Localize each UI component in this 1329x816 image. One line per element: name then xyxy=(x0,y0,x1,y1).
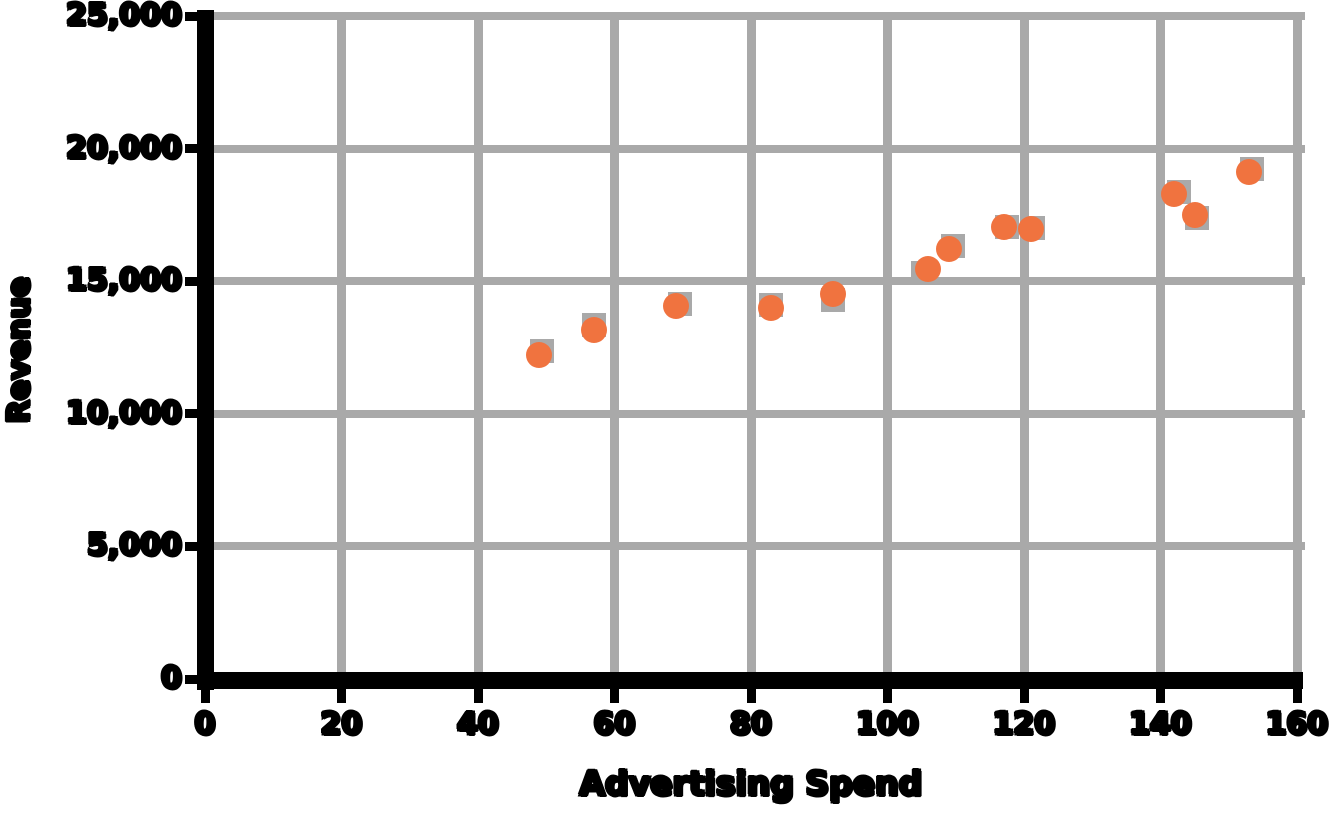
x-tickmark xyxy=(1019,672,1029,703)
y-tickmark xyxy=(185,409,207,419)
y-axis-line xyxy=(197,10,214,690)
y-tick-label: 5,000 xyxy=(86,527,184,564)
data-point-marker xyxy=(915,256,942,283)
x-axis-title: Advertising Spend xyxy=(578,763,924,805)
data-point-marker xyxy=(758,294,785,321)
x-tick-label: 60 xyxy=(592,706,637,743)
y-tick-label: 15,000 xyxy=(65,262,184,299)
data-point-marker xyxy=(819,281,846,308)
x-tick-label: 160 xyxy=(1264,706,1329,743)
data-point-marker xyxy=(662,293,689,320)
y-tick-label: 10,000 xyxy=(65,395,184,432)
y-gridline xyxy=(214,542,1305,551)
x-gridline xyxy=(1019,16,1029,672)
y-tickmark xyxy=(185,541,207,551)
data-point-marker xyxy=(581,317,608,344)
y-tick-label: 25,000 xyxy=(65,0,184,34)
y-tickmark xyxy=(185,144,207,154)
x-tickmark xyxy=(610,672,619,703)
y-gridline xyxy=(214,277,1305,286)
x-tick-label: 0 xyxy=(193,706,217,743)
x-gridline xyxy=(473,16,483,672)
y-tickmark xyxy=(185,11,207,21)
data-point-marker xyxy=(935,236,962,263)
x-tick-label: 100 xyxy=(855,706,921,743)
data-point-marker xyxy=(990,213,1017,240)
y-tickmark xyxy=(185,674,207,684)
x-tickmark xyxy=(337,672,346,703)
x-tick-label: 20 xyxy=(319,706,364,743)
data-point-marker xyxy=(1181,201,1208,228)
x-tick-label: 80 xyxy=(729,706,774,743)
x-tick-label: 120 xyxy=(991,706,1057,743)
data-point-marker xyxy=(1161,180,1188,207)
data-point-marker xyxy=(1236,159,1263,186)
y-gridline xyxy=(214,144,1305,153)
x-gridline xyxy=(883,16,892,672)
y-gridline xyxy=(214,409,1305,418)
y-gridline xyxy=(214,12,1305,20)
x-tickmark xyxy=(1156,672,1165,703)
y-axis-title: Revenue xyxy=(1,275,39,424)
x-tickmark xyxy=(746,672,756,703)
y-tick-label: 0 xyxy=(160,660,184,697)
x-tickmark xyxy=(883,672,892,703)
x-tickmark xyxy=(1292,672,1302,703)
data-point-marker xyxy=(1017,216,1044,243)
x-gridline xyxy=(1292,16,1302,672)
x-tick-label: 140 xyxy=(1128,706,1194,743)
x-tickmark xyxy=(200,672,210,703)
x-gridline xyxy=(610,16,619,672)
x-gridline xyxy=(1156,16,1165,672)
x-tickmark xyxy=(473,672,483,703)
y-tick-label: 20,000 xyxy=(65,130,184,167)
x-tick-label: 40 xyxy=(456,706,501,743)
x-gridline xyxy=(746,16,756,672)
data-point-marker xyxy=(526,342,553,369)
y-tickmark xyxy=(185,276,207,286)
x-gridline xyxy=(337,16,346,672)
